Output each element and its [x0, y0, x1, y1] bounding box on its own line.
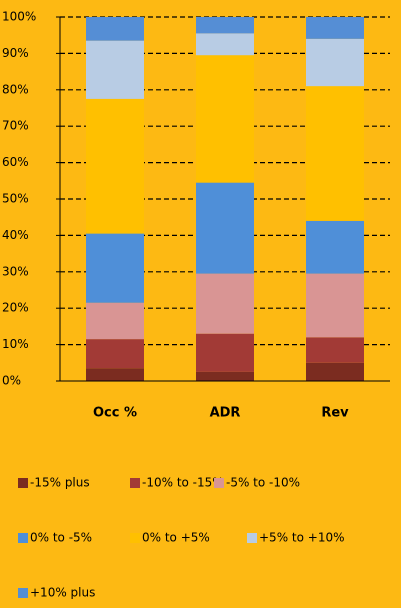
bar-segment — [196, 33, 254, 56]
legend-swatch — [18, 533, 28, 543]
bar-segment — [86, 17, 144, 41]
bar-segment — [86, 40, 144, 99]
bar-segment — [306, 17, 364, 39]
x-tick-label: ADR — [210, 406, 241, 421]
legend-label: -10% to -15% — [142, 476, 224, 490]
y-tick-label: 100% — [2, 10, 36, 24]
bar-segment — [306, 38, 364, 87]
legend-swatch — [130, 478, 140, 488]
bar-segment — [306, 220, 364, 274]
legend-label: 0% to +5% — [142, 531, 210, 545]
bar-segment — [196, 55, 254, 183]
x-tick-label: Rev — [321, 406, 349, 421]
legend-label: -15% plus — [30, 476, 90, 490]
legend-swatch — [130, 533, 140, 543]
bar-segment — [306, 337, 364, 363]
y-tick-label: 40% — [2, 228, 29, 242]
legend-swatch — [247, 533, 257, 543]
bar-segment — [306, 362, 364, 381]
bar-segment — [86, 233, 144, 303]
y-tick-label: 10% — [2, 337, 29, 351]
legend-label: -5% to -10% — [226, 476, 300, 490]
bar-segment — [86, 98, 144, 234]
bar-segment — [306, 273, 364, 338]
y-tick-label: 20% — [2, 301, 29, 315]
bar-segment — [196, 333, 254, 372]
y-tick-label: 80% — [2, 82, 29, 96]
y-tick-label: 50% — [2, 192, 29, 206]
y-tick-label: 0% — [2, 374, 21, 388]
bar-segment — [86, 302, 144, 340]
legend-label: +5% to +10% — [259, 531, 345, 545]
y-tick-label: 90% — [2, 46, 29, 60]
legend-swatch — [214, 478, 224, 488]
bar-segment — [86, 339, 144, 369]
bar-segment — [196, 182, 254, 274]
bar-segment — [196, 273, 254, 334]
bar-segment — [196, 17, 254, 34]
legend-swatch — [18, 588, 28, 598]
legend-swatch — [18, 478, 28, 488]
legend-label: 0% to -5% — [30, 531, 92, 545]
bar-segment — [196, 371, 254, 381]
y-tick-label: 60% — [2, 155, 29, 169]
legend-label: +10% plus — [30, 586, 95, 600]
bar-segment — [306, 86, 364, 221]
y-tick-label: 30% — [2, 264, 29, 278]
bar-segment — [86, 368, 144, 381]
y-tick-label: 70% — [2, 119, 29, 133]
x-tick-label: Occ % — [93, 406, 137, 421]
